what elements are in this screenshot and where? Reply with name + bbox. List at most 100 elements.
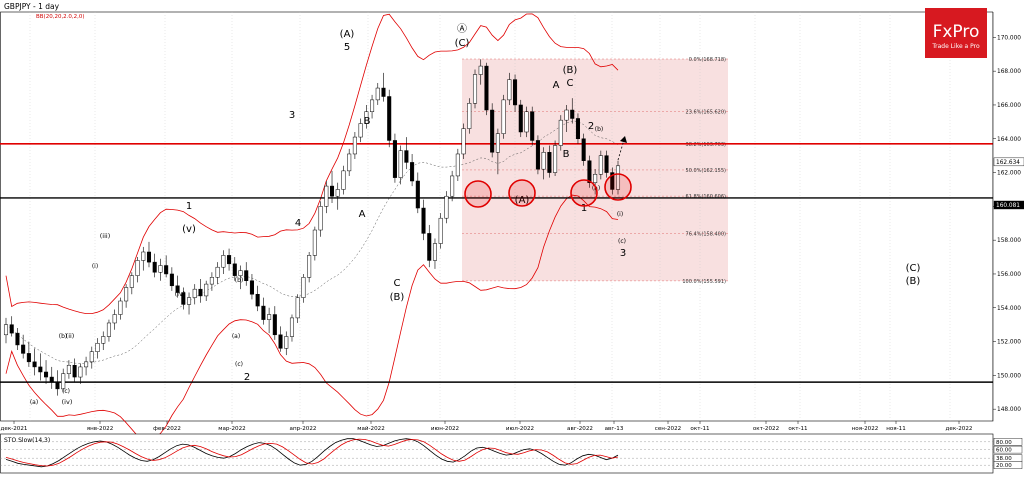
candle-body-up [478,65,483,75]
candle-body-down [181,292,186,305]
candle [238,265,243,290]
wave-label: 3 [289,110,295,121]
wave-label: 2 [244,372,250,383]
candle-body-up [209,277,214,285]
candle [164,255,169,278]
candle [455,148,460,182]
candle-body-up [106,322,111,337]
price-tag: 160.081 [996,203,1020,209]
candle [272,306,277,340]
fibonacci-label: 0.0%(168.718) [689,57,726,63]
wave-label: (c) [62,388,70,395]
candle [450,170,455,202]
candle [478,59,483,85]
candle [501,94,506,139]
candle-body-up [472,74,478,104]
candle [221,250,226,274]
candle-body-down [55,381,60,390]
candle-body-down [518,104,523,133]
candle [78,363,83,384]
candle-body-up [221,255,226,268]
candle [169,267,174,291]
candle [329,170,335,203]
candle-body-up [438,217,443,244]
candle [352,131,357,160]
candle [547,145,552,178]
time-axis: дек-2021 янв-2022 фев-2022 мар-2022 апр-2022… [1,421,972,432]
candle [615,160,621,195]
candle-body-down [490,109,495,153]
candle-body-up [215,266,220,278]
candle-body-down [244,270,249,281]
candle-body-up [238,270,243,276]
candle [49,366,54,389]
candle-body-up [118,300,123,315]
candle [261,297,266,325]
candle-body-up [318,206,323,231]
candle [541,147,546,180]
price-tag: 162.634 [996,160,1020,166]
price-axis: 170.000 168.000 166.000 164.000 162.000 160.0… [992,0,1024,421]
candle-body-up [352,136,357,155]
candle [375,82,380,105]
candle-body-up [335,189,340,197]
wave-label: (ii) [66,332,75,340]
candle [192,284,197,305]
candle [604,150,609,178]
wave-label: (iii) [100,232,111,240]
fibonacci-label: 100.0%(155.591) [682,279,726,285]
candle-body-down [175,285,180,293]
candle [255,285,260,312]
sto-tick-box [993,461,1023,469]
fibonacci-label: 76.4%(158.400) [686,231,727,237]
wave-label: (B) [390,292,405,303]
candle [26,341,31,367]
candle-body-up [444,195,449,219]
sto-k-line [5,438,619,468]
candle [89,346,94,369]
candle [181,287,186,310]
candle [553,140,558,176]
candle [295,294,300,323]
candle [564,104,569,132]
time-tick-label: фев-2022 [153,426,181,432]
candle-body-down [530,111,535,141]
candle [55,370,60,396]
candle-body-up [204,283,209,297]
candle-body-down [604,155,609,173]
candle [410,153,415,187]
candle [158,258,163,281]
time-tick-label: май-2022 [357,425,385,432]
candle-body-up [455,153,460,177]
candle-body-down [329,185,335,197]
sto-frame [0,433,994,474]
bollinger-bands [5,13,619,442]
candle-body-down [72,364,77,378]
candle-body-down [146,251,152,263]
candle-body-down [575,118,580,140]
candle-body-down [278,334,283,349]
wave-label: 5 [344,42,350,53]
candle [444,191,449,224]
fxpro-logo: FxPro Trade Like a Pro [925,8,987,58]
candle [112,309,117,330]
time-tick-label: окт-11 [690,426,710,432]
candle [9,316,14,337]
candle [324,181,329,214]
candle-body-up [501,99,506,134]
fibonacci-label: 23.6%(165.620) [686,109,727,115]
candle-body-up [553,145,558,173]
candle [535,135,540,175]
candle [227,248,232,271]
bollinger-middle [5,121,619,364]
support-circle [570,179,598,207]
candle [490,103,495,158]
candle [387,89,392,148]
time-tick-label: июл-2022 [506,426,534,432]
candle [404,137,409,170]
candle-body-up [101,336,106,344]
candle-body-down [38,366,43,373]
candle [72,358,77,383]
candles [3,59,621,396]
